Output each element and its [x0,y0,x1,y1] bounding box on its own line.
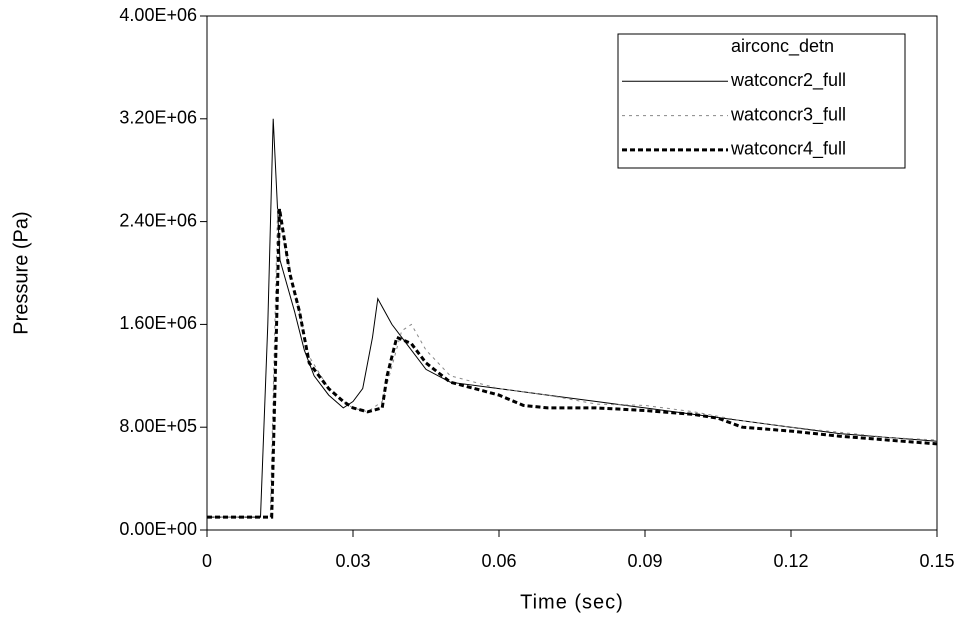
x-tick-label: 0.09 [627,551,662,571]
y-axis-title: Pressure (Pa) [10,211,32,334]
y-tick-label: 2.40E+06 [119,210,197,230]
series-line [207,118,938,518]
x-tick-label: 0 [202,551,212,571]
legend-label: watconcr3_full [730,104,846,125]
x-tick-label: 0.15 [919,551,954,571]
x-tick-label: 0.12 [773,551,808,571]
x-tick-label: 0.06 [481,551,516,571]
legend-label: airconc_detn [731,36,834,57]
legend-box [617,33,906,169]
series-line [207,208,938,518]
y-tick-label: 3.20E+06 [119,108,197,128]
legend-label: watconcr4_full [730,139,846,160]
series-line [207,208,938,519]
x-tick-label: 0.03 [335,551,370,571]
y-tick-label: 4.00E+06 [119,5,197,25]
y-tick-label: 8.00E+05 [119,416,197,436]
y-tick-label: 0.00E+00 [119,519,197,539]
y-tick-label: 1.60E+06 [119,313,197,333]
x-axis-title: Time (sec) [520,591,624,613]
series-line [207,118,938,518]
legend-label: watconcr2_full [730,70,846,91]
plot-frame [206,15,938,531]
